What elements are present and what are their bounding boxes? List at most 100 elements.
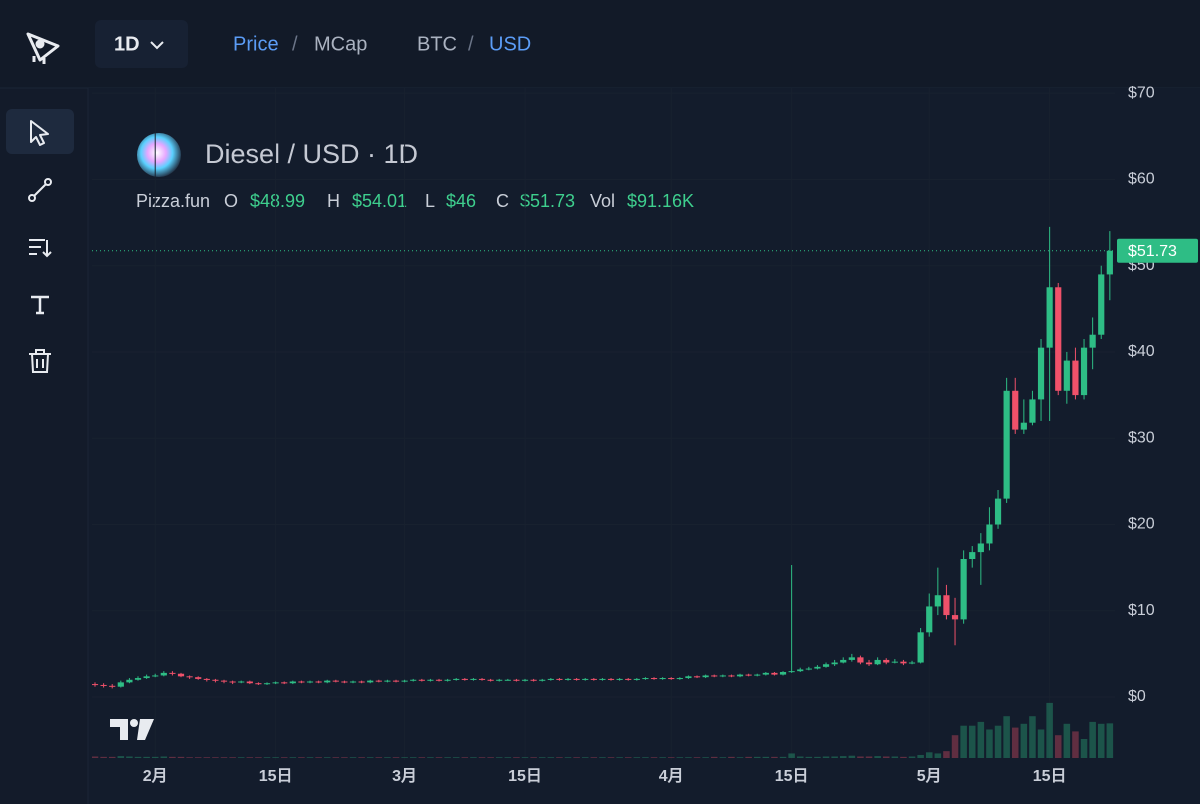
candle-body [779,672,787,675]
base-toggle[interactable]: BTC [417,33,457,55]
candle-body [229,681,236,683]
volume-bar [478,757,486,758]
volume-bar [513,757,520,758]
candle-body [263,683,271,685]
volume-bar [263,757,271,758]
candle-body [986,524,993,544]
sort-tool[interactable] [29,239,52,258]
candle-body [934,595,941,607]
y-tick-label: $70 [1128,84,1155,101]
candle-body [685,676,692,679]
candle-body [487,679,494,681]
candle-body [659,678,666,680]
candle-body [427,679,434,681]
ohlc-legend: Pizza.fun O $48.99 H $54.01 L $46 C $51.… [136,191,694,211]
quote-toggle[interactable]: USD [489,33,531,55]
volume-bar [556,757,563,758]
candle-body [582,678,589,680]
top-bar [0,0,1200,88]
x-tick-label: 3月 [392,767,417,785]
legend-value: $51.73 [520,191,575,211]
delete-tool[interactable] [29,349,51,373]
candle-body [530,679,537,681]
candle-body [1046,287,1053,348]
volume-bar [659,757,666,758]
volume-bar [1097,723,1105,758]
volume-bar [1037,729,1045,758]
volume-bar [504,757,512,758]
price-toggle[interactable]: Price [233,33,279,55]
candle-body [564,678,572,680]
text-tool[interactable] [31,295,49,315]
volume-bar [771,756,778,758]
volume-bar [977,721,985,758]
candle-body [238,681,245,683]
mcap-toggle[interactable]: MCap [314,33,367,55]
candle-body [539,679,546,681]
volume-bar [925,752,933,758]
volume-bar [1080,739,1088,758]
candle-body [676,678,683,680]
candle-body [960,559,967,620]
candle-body [92,684,99,686]
candle-body [1037,347,1045,400]
volume-bar [1020,723,1028,758]
candle-body [341,681,348,683]
interval-button[interactable] [95,20,188,68]
candle-body [736,674,744,677]
volume-bar [461,757,469,758]
volume-bar [719,757,727,758]
candle-body [590,678,597,680]
volume-bar [444,757,451,758]
candle-body [375,680,382,682]
volume-bar [599,757,606,758]
volume-bar [994,725,1002,758]
volume-bar [943,751,950,758]
candle-body [478,678,486,680]
volume-bar [401,757,408,758]
legend-value: $46 [446,191,476,211]
volume-bar [1072,731,1079,758]
volume-bar [822,756,830,758]
candle-body [771,672,778,675]
candle-body [186,676,193,678]
candle-body [547,678,554,680]
volume-bar [530,757,537,758]
volume-bar [745,756,752,758]
candle-body [220,680,228,682]
candle-body [152,675,159,677]
chevron[interactable] [150,41,164,50]
candle-body [822,664,830,667]
candle-body [1029,399,1036,423]
line-tool[interactable] [28,178,52,202]
y-tick-label: $0 [1128,688,1146,705]
volume-bar [186,757,193,758]
candle-body [1106,250,1113,275]
volume-bar [779,756,787,758]
logo[interactable] [26,32,60,64]
volume-bar [418,757,426,758]
volume-bar [839,756,847,758]
volume-bar [642,757,649,758]
legend-value: $48.99 [250,191,305,211]
legend-value: $54.01 [352,191,407,211]
volume-bar [564,757,572,758]
chart-title: Diesel / USD · 1D [205,139,418,169]
candle-body [874,659,881,665]
x-tick-label: 15日 [775,767,809,785]
candle-body [100,684,107,686]
volume-bar [788,753,795,758]
volume-bar [160,756,168,758]
candle-body [788,671,795,673]
y-tick-label: $30 [1128,429,1155,446]
candle-body [702,675,709,678]
volume-bar [220,757,228,758]
volume-bar [298,757,305,758]
candle-body [246,681,253,684]
cursor-tool[interactable] [30,120,49,146]
candle-body [435,679,443,681]
candle-body [177,673,185,677]
interval-label[interactable]: 1D [114,33,140,55]
candle-body [418,679,425,681]
